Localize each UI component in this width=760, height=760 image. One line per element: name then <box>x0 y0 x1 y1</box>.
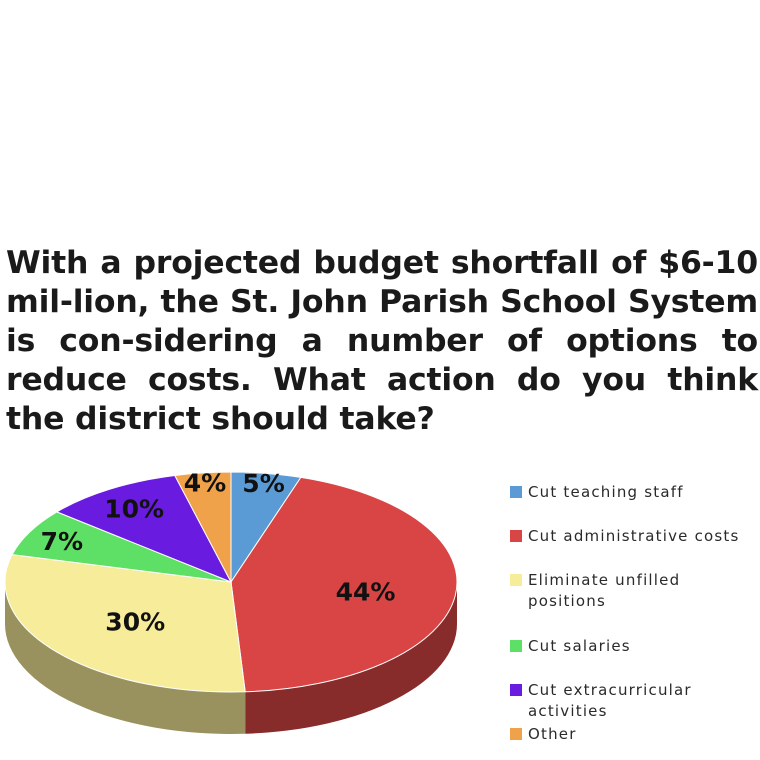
legend-swatch <box>510 684 522 696</box>
pie-label-cut-administrative-costs: 44% <box>336 577 396 606</box>
legend-item-cut-administrative-costs: Cut administrative costs <box>510 526 760 547</box>
pie-side-cut-administrative-costs <box>245 582 457 734</box>
pie-label-cut-extracurricular-activities: 10% <box>104 495 164 524</box>
pie-label-cut-salaries: 7% <box>41 527 83 556</box>
pie-slice-eliminate-unfilled-positions <box>4 554 246 693</box>
legend-label: Cut salaries <box>528 637 631 655</box>
pie-label-cut-teaching-staff: 5% <box>242 469 284 498</box>
pie-slice-cut-administrative-costs <box>230 476 458 693</box>
pie-chart: 5% 44% 30% 7% 10% 4% <box>4 469 458 734</box>
pie-side-eliminate-unfilled-positions <box>5 582 246 734</box>
pie-sides <box>5 582 457 734</box>
pie-labels: 5% 44% 30% 7% 10% 4% <box>41 469 396 637</box>
pie-label-other: 4% <box>184 469 226 498</box>
legend-swatch <box>510 728 522 740</box>
pie-top <box>4 471 458 693</box>
legend-item-eliminate-unfilled-positions: Eliminate unfilled positions <box>510 570 760 612</box>
legend-swatch <box>510 530 522 542</box>
poll-question: With a projected budget shortfall of $6-… <box>6 245 758 437</box>
legend-swatch <box>510 640 522 652</box>
legend-item-other: Other <box>510 724 760 745</box>
pie-slice-cut-extracurricular-activities <box>55 474 233 583</box>
legend-swatch <box>510 574 522 586</box>
legend-swatch <box>510 486 522 498</box>
legend-label: Eliminate unfilled positions <box>528 571 681 610</box>
legend-label: Cut teaching staff <box>528 483 684 501</box>
legend-item-cut-teaching-staff: Cut teaching staff <box>510 482 760 503</box>
pie-label-eliminate-unfilled-positions: 30% <box>105 608 165 637</box>
legend-label: Cut administrative costs <box>528 527 740 545</box>
legend-label: Other <box>528 725 577 743</box>
legend-label: Cut extracurricular activities <box>528 681 692 720</box>
legend-item-cut-extracurricular-activities: Cut extracurricular activities <box>510 680 760 722</box>
legend-item-cut-salaries: Cut salaries <box>510 636 760 657</box>
pie-slice-other <box>174 471 232 583</box>
